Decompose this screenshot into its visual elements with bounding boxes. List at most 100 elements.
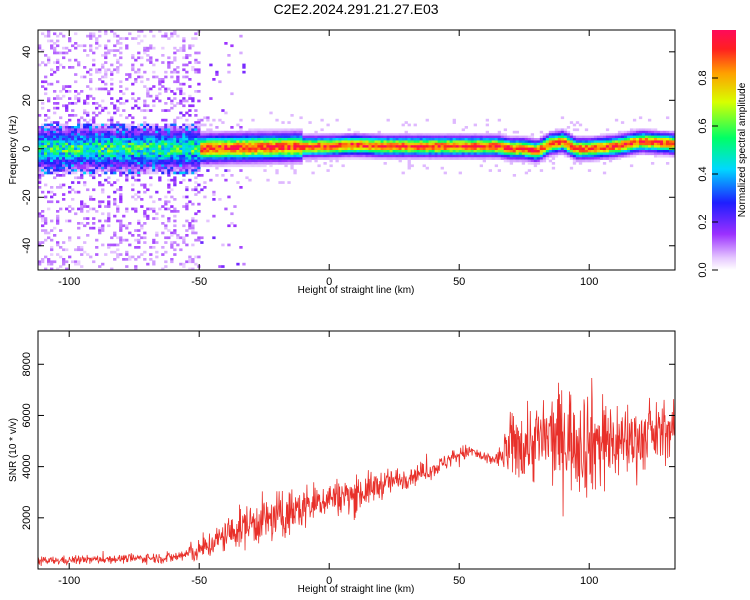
heatmap-cell (173, 92, 177, 96)
heatmap-cell (38, 186, 42, 189)
heatmap-cell (662, 145, 667, 148)
heatmap-cell (293, 169, 297, 172)
heatmap-cell (482, 133, 486, 136)
heatmap-cell (299, 128, 303, 132)
heatmap-cell (638, 116, 643, 120)
heatmap-cell (362, 154, 366, 158)
heatmap-cell (593, 150, 598, 153)
heatmap-cell (257, 138, 261, 141)
heatmap-cell (89, 68, 93, 72)
heatmap-cell (77, 145, 81, 148)
heatmap-cell (584, 152, 589, 156)
heatmap-cell (566, 135, 571, 139)
heatmap-cell (125, 138, 129, 141)
heatmap-cell (41, 260, 45, 264)
heatmap-cell (353, 138, 357, 141)
heatmap-cell (146, 152, 150, 156)
heatmap-cell (542, 145, 547, 148)
heatmap-cell (389, 152, 393, 156)
heatmap-cell (374, 142, 378, 146)
heatmap-cell (308, 135, 312, 139)
heatmap-cell (80, 90, 84, 93)
heatmap-cell (134, 193, 138, 196)
heatmap-cell (521, 140, 526, 144)
heatmap-cell (152, 123, 156, 127)
heatmap-cell (62, 166, 66, 170)
heatmap-cell (203, 186, 207, 189)
heatmap-cell (215, 145, 219, 148)
heatmap-cell (455, 138, 459, 141)
heatmap-cell (548, 133, 553, 136)
heatmap-cell (371, 147, 375, 151)
heatmap-cell (86, 121, 90, 124)
heatmap-cell (215, 73, 219, 76)
heatmap-cell (68, 140, 72, 144)
heatmap-cell (266, 138, 270, 141)
heatmap-cell (119, 37, 123, 40)
heatmap-cell (230, 92, 234, 96)
heatmap-cell (59, 147, 63, 151)
heatmap-cell (608, 140, 613, 144)
heatmap-cell (113, 147, 117, 151)
heatmap-cell (101, 109, 105, 112)
heatmap-cell (143, 152, 147, 156)
heatmap-cell (254, 164, 258, 168)
heatmap-cell (188, 123, 192, 127)
heatmap-cell (356, 157, 360, 160)
heatmap-cell (119, 241, 123, 244)
heatmap-cell (152, 70, 156, 74)
heatmap-cell (203, 164, 207, 168)
heatmap-cell (53, 166, 57, 170)
heatmap-cell (194, 140, 198, 144)
heatmap-cell (119, 198, 123, 201)
heatmap-cell (617, 135, 622, 139)
heatmap-cell (464, 133, 468, 136)
heatmap-cell (125, 164, 129, 168)
heatmap-cell (494, 133, 499, 136)
heatmap-cell (197, 130, 201, 134)
heatmap-cell (167, 123, 171, 127)
heatmap-cell (74, 212, 78, 216)
heatmap-cell (641, 128, 646, 132)
heatmap-cell (260, 157, 264, 160)
heatmap-cell (482, 140, 486, 144)
heatmap-cell (98, 34, 102, 38)
heatmap-cell (380, 138, 384, 141)
heatmap-cell (386, 140, 390, 144)
heatmap-cell (563, 150, 568, 153)
heatmap-cell (449, 152, 453, 156)
heatmap-cell (146, 138, 150, 141)
heatmap-cell (68, 219, 72, 223)
heatmap-cell (281, 135, 285, 139)
heatmap-cell (44, 183, 48, 187)
heatmap-cell (272, 128, 276, 132)
heatmap-cell (206, 169, 210, 172)
heatmap-cell (146, 188, 150, 192)
heatmap-cell (521, 147, 526, 151)
heatmap-cell (116, 61, 120, 64)
heatmap-cell (125, 142, 129, 146)
heatmap-cell (284, 142, 288, 146)
heatmap-cell (584, 128, 589, 132)
heatmap-cell (104, 128, 108, 132)
heatmap-cell (401, 140, 405, 144)
heatmap-cell (386, 154, 390, 158)
heatmap-cell (254, 130, 258, 134)
heatmap-cell (50, 128, 54, 132)
heatmap-cell (47, 236, 51, 240)
heatmap-cell (59, 63, 63, 67)
heatmap-cell (74, 133, 78, 136)
heatmap-cell (329, 164, 333, 168)
heatmap-cell (206, 150, 210, 153)
heatmap-cell (173, 183, 177, 187)
heatmap-cell (632, 140, 637, 144)
heatmap-cell (71, 198, 75, 201)
heatmap-cell (125, 147, 129, 151)
heatmap-cell (182, 56, 186, 60)
heatmap-cell (449, 154, 453, 158)
heatmap-cell (80, 152, 84, 156)
heatmap-cell (122, 133, 126, 136)
heatmap-cell (311, 133, 315, 136)
heatmap-cell (89, 207, 93, 211)
heatmap-cell (434, 154, 438, 158)
